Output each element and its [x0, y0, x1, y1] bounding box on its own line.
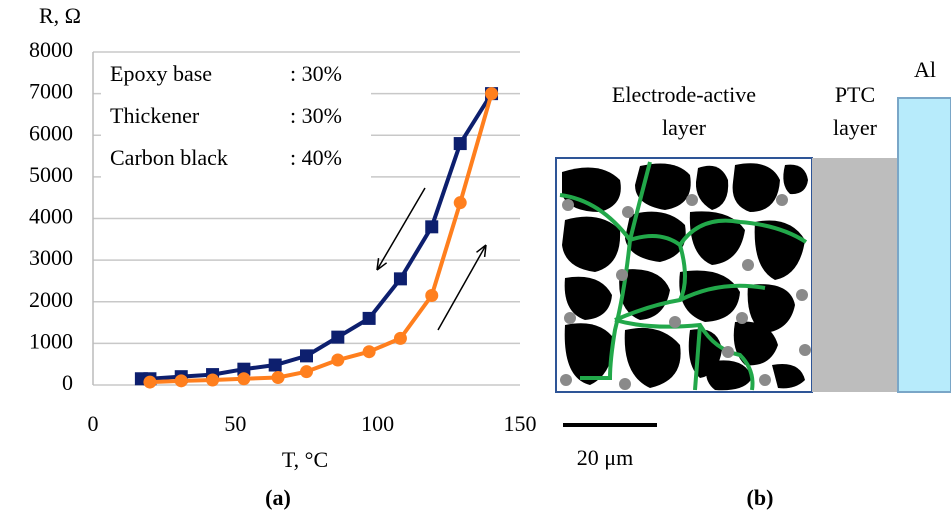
marker: [362, 345, 376, 359]
x-tick-label: 100: [361, 411, 394, 436]
diagram-b: Electrode-active layer PTC layer Al 20 μ…: [555, 57, 951, 510]
chart-a: 0 1000 2000 3000 4000 5000 6000 7000 8000 0 50 100 1…: [29, 3, 537, 510]
direction-arrow: [437, 244, 487, 331]
x-tick-label: 150: [504, 411, 537, 436]
caption: (b): [747, 485, 774, 510]
direction-arrow: [376, 187, 426, 271]
marker: [425, 289, 439, 303]
marker: [331, 330, 345, 344]
marker: [453, 196, 467, 210]
marker: [237, 362, 251, 376]
y-tick-label: 1000: [29, 328, 73, 353]
electrode-label: layer: [662, 115, 707, 140]
binder-network: [559, 161, 808, 391]
y-tick-label: 3000: [29, 245, 73, 270]
marker: [453, 137, 467, 151]
marker: [331, 353, 345, 367]
ptc-label: PTC: [835, 82, 875, 107]
y-tick-label: 8000: [29, 37, 73, 62]
marker: [300, 365, 313, 379]
marker: [425, 220, 439, 234]
marker: [271, 371, 285, 385]
conductive-dots: [560, 194, 811, 390]
annotation-value: : 30%: [290, 61, 342, 86]
y-tick-label: 6000: [29, 120, 73, 145]
marker: [143, 375, 157, 389]
marker: [300, 349, 313, 363]
scale-label: 20 μm: [577, 445, 633, 470]
annotation-name: Carbon black: [110, 145, 228, 170]
y-axis-label: R, Ω: [39, 3, 81, 28]
al-label: Al: [914, 57, 936, 82]
arrow-head: [476, 244, 487, 258]
y-tick-label: 0: [62, 370, 73, 395]
arrow-head: [376, 258, 388, 271]
ptc-label: layer: [833, 115, 878, 140]
annotation-name: Epoxy base: [110, 61, 212, 86]
marker: [485, 87, 499, 101]
y-tick-label: 5000: [29, 162, 73, 187]
electrode-label: Electrode-active: [612, 82, 756, 107]
annotation-value: : 30%: [290, 103, 342, 128]
marker: [206, 373, 220, 387]
marker: [174, 374, 188, 388]
y-tick-label: 2000: [29, 287, 73, 312]
marker: [268, 358, 282, 372]
caption: (a): [265, 485, 291, 510]
y-tick-label: 7000: [29, 79, 73, 104]
al-layer: [897, 97, 951, 393]
marker: [393, 331, 407, 345]
x-axis-label: T, °C: [282, 447, 328, 472]
x-tick-label: 0: [88, 411, 99, 436]
marker: [362, 311, 376, 325]
annotation-value: : 40%: [290, 145, 342, 170]
y-tick-label: 4000: [29, 204, 73, 229]
particles: [562, 163, 808, 391]
x-tick-label: 50: [224, 411, 246, 436]
marker: [393, 272, 407, 286]
annotation-name: Thickener: [110, 103, 200, 128]
marker: [237, 372, 251, 386]
annotation-box: [101, 55, 371, 183]
ptc-layer: [812, 158, 897, 392]
